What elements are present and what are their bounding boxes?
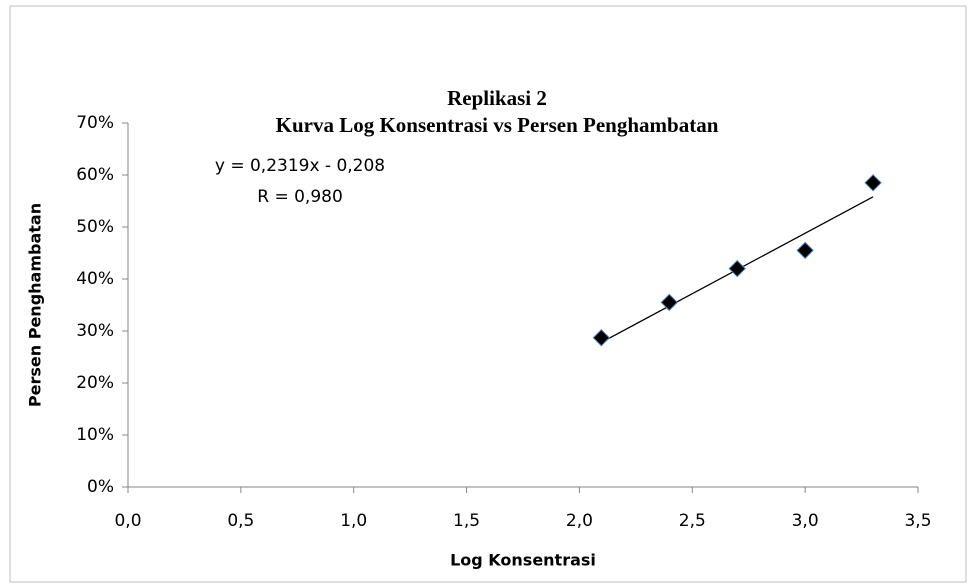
x-tick-label: 0,0	[114, 511, 141, 531]
chart-frame	[9, 5, 967, 583]
x-tick-label: 3,5	[904, 511, 931, 531]
x-tick-label: 1,0	[340, 511, 367, 531]
y-axis-label: Persen Penghambatan	[26, 203, 45, 407]
chart-subtitle: Kurva Log Konsentrasi vs Persen Penghamb…	[276, 113, 719, 137]
y-tick-label: 50%	[76, 217, 114, 237]
x-tick-label: 3,0	[792, 511, 819, 531]
y-tick-label: 40%	[76, 269, 114, 289]
x-tick-label: 2,5	[679, 511, 706, 531]
y-tick-label: 10%	[76, 425, 114, 445]
r-annotation: R = 0,980	[257, 187, 343, 207]
y-tick-label: 70%	[76, 113, 114, 133]
y-tick-label: 30%	[76, 321, 114, 341]
data-point	[864, 174, 882, 192]
chart-title: Replikasi 2	[447, 86, 547, 110]
y-tick-label: 20%	[76, 373, 114, 393]
data-point	[728, 259, 746, 278]
data-point	[592, 329, 611, 347]
data-point	[660, 293, 678, 312]
equation-annotation: y = 0,2319x - 0,208	[215, 156, 385, 176]
y-tick-label: 60%	[76, 165, 114, 185]
x-tick-label: 0,5	[227, 511, 254, 531]
x-tick-label: 1,5	[453, 511, 480, 531]
x-axis-label: Log Konsentrasi	[450, 551, 596, 570]
y-tick-label: 0%	[87, 477, 114, 497]
x-tick-label: 2,0	[566, 511, 593, 531]
data-point	[796, 241, 814, 260]
